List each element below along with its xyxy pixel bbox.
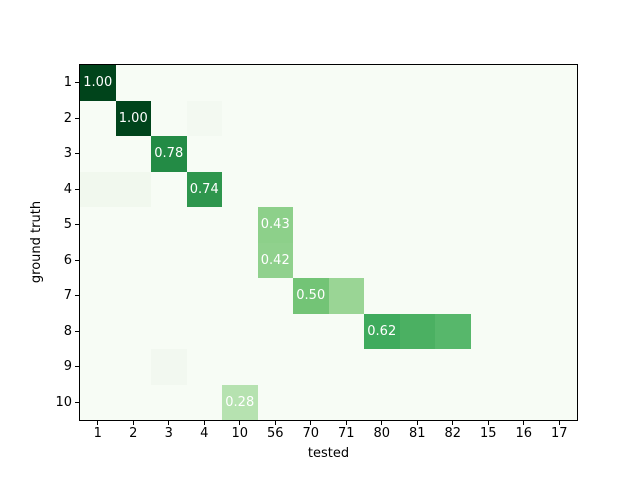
- x-axis-tick: [203, 421, 205, 425]
- heatmap-cell: 0.42: [257, 242, 293, 278]
- heatmap-cell: 0.62: [364, 313, 400, 349]
- y-tick-label: 6: [63, 252, 72, 268]
- heatmap-cell: [399, 313, 435, 349]
- x-tick-label: 4: [200, 426, 209, 441]
- x-axis-tick: [239, 421, 241, 425]
- x-axis-tick: [97, 421, 99, 425]
- y-tick-label: 3: [63, 146, 72, 162]
- y-axis-tick: [75, 366, 79, 368]
- y-axis-tick: [75, 295, 79, 297]
- heatmap-cell: 0.50: [293, 278, 329, 314]
- y-tick-label: 2: [63, 110, 72, 126]
- x-tick-label: 81: [408, 426, 426, 441]
- x-axis-tick: [523, 421, 525, 425]
- x-tick-label: 17: [550, 426, 568, 441]
- heatmap-cell: 0.28: [222, 384, 258, 420]
- x-axis-tick: [487, 421, 489, 425]
- y-axis-tick: [75, 330, 79, 332]
- heatmap-cell: 0.43: [257, 207, 293, 243]
- x-axis-tick: [274, 421, 276, 425]
- y-tick-label: 5: [63, 217, 72, 233]
- heatmap-cell: 1.00: [115, 100, 151, 136]
- y-axis-tick: [75, 259, 79, 261]
- x-tick-label: 10: [231, 426, 249, 441]
- x-tick-label: 70: [302, 426, 320, 441]
- heatmap-cell: 0.74: [186, 171, 222, 207]
- y-tick-label: 10: [55, 394, 72, 410]
- heatmap-cell: 0.78: [151, 136, 187, 172]
- y-axis-tick: [75, 82, 79, 84]
- x-axis-tick: [310, 421, 312, 425]
- x-axis-tick: [558, 421, 560, 425]
- x-axis-tick: [168, 421, 170, 425]
- x-tick-label: 71: [337, 426, 355, 441]
- y-axis-tick: [75, 117, 79, 119]
- x-axis-tick: [132, 421, 134, 425]
- heatmap-cell: [328, 278, 364, 314]
- x-tick-label: 82: [444, 426, 462, 441]
- x-tick-label: 56: [266, 426, 284, 441]
- heatmap-cell: [435, 313, 471, 349]
- x-tick-label: 80: [373, 426, 391, 441]
- heatmap-cell: [186, 100, 222, 136]
- y-tick-label: 9: [63, 359, 72, 375]
- heatmap-cell: [151, 349, 187, 385]
- y-tick-label: 8: [63, 323, 72, 339]
- x-tick-label: 15: [479, 426, 497, 441]
- x-axis-tick: [416, 421, 418, 425]
- x-axis-tick: [452, 421, 454, 425]
- x-tick-label: 2: [129, 426, 138, 441]
- plot-area: 1.00 1.00 0.78 0.74 0.43 0.42 0.50 0.62 0.28: [79, 64, 578, 421]
- y-axis-tick: [75, 401, 79, 403]
- heatmap-cell: [115, 171, 151, 207]
- y-axis-tick: [75, 188, 79, 190]
- x-tick-label: 16: [515, 426, 533, 441]
- x-tick-label: 1: [93, 426, 102, 441]
- heatmap-cell: [80, 171, 116, 207]
- x-axis-tick: [345, 421, 347, 425]
- y-tick-label: 7: [63, 288, 72, 304]
- x-axis-label: tested: [307, 446, 350, 461]
- x-axis-tick: [381, 421, 383, 425]
- y-tick-label: 4: [63, 181, 72, 197]
- y-axis-tick: [75, 224, 79, 226]
- x-tick-label: 3: [164, 426, 173, 441]
- y-axis-tick: [75, 153, 79, 155]
- heatmap-cell: 1.00: [80, 65, 116, 101]
- y-tick-label: 1: [63, 75, 72, 91]
